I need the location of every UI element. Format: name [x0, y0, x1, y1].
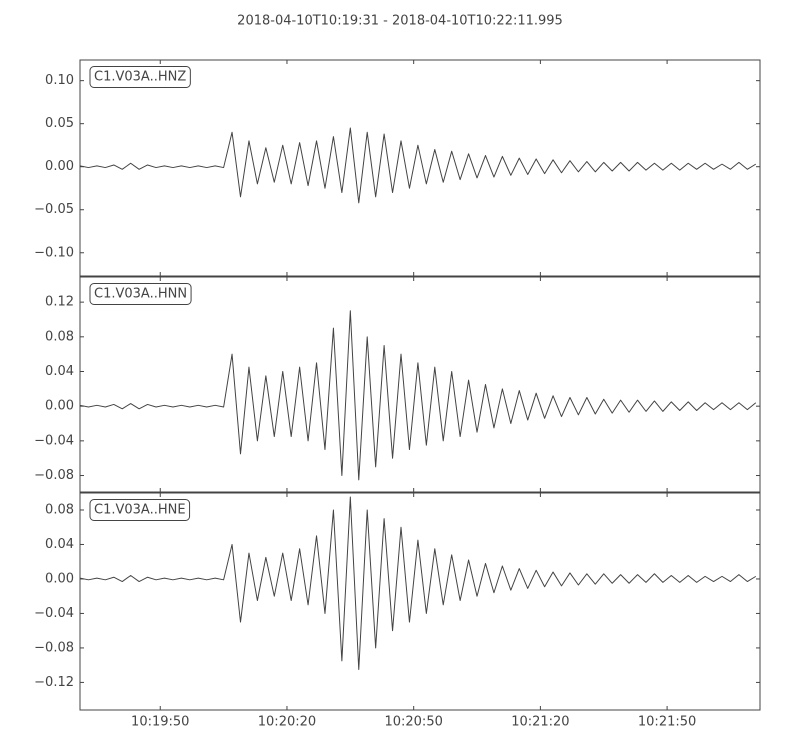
y-tick-label: −0.10	[34, 245, 74, 260]
y-tick-label: −0.12	[34, 675, 74, 690]
plot-frame	[79, 492, 761, 711]
y-tick-label: −0.04	[34, 606, 74, 621]
y-tick-label: −0.08	[34, 640, 74, 655]
y-tick-label: 0.00	[45, 571, 74, 586]
y-tick-label: −0.05	[34, 202, 74, 217]
trace-label-box	[89, 283, 192, 305]
trace-label-box	[89, 66, 191, 88]
y-tick-label: 0.08	[45, 502, 74, 517]
waveform	[79, 496, 757, 670]
x-tick-label: 10:19:50	[131, 715, 189, 730]
x-tick-label: 10:20:50	[384, 715, 442, 730]
chart-title: 2018-04-10T10:19:31 - 2018-04-10T10:22:1…	[237, 14, 563, 29]
x-tick-label: 10:20:20	[258, 715, 316, 730]
trace-label: C1.V03A..HNZ	[94, 70, 186, 85]
trace-label: C1.V03A..HNN	[94, 287, 187, 302]
y-tick-label: 0.05	[45, 116, 74, 131]
y-tick-label: 0.00	[45, 159, 74, 174]
y-tick-label: 0.04	[45, 537, 74, 552]
y-tick-label: 0.08	[45, 329, 74, 344]
y-tick-label: −0.08	[34, 468, 74, 483]
y-tick-label: 0.04	[45, 364, 74, 379]
x-tick-label: 10:21:20	[511, 715, 569, 730]
y-tick-label: −0.04	[34, 433, 74, 448]
y-tick-label: 0.10	[45, 73, 74, 88]
y-tick-label: 0.12	[45, 295, 74, 310]
waveform	[79, 310, 757, 481]
trace-label-box	[89, 499, 191, 521]
plot-frame	[79, 276, 761, 493]
plot-frame	[79, 59, 761, 277]
x-tick-label: 10:21:50	[638, 715, 696, 730]
trace-label: C1.V03A..HNE	[94, 503, 186, 518]
y-tick-label: 0.00	[45, 399, 74, 414]
waveform	[79, 127, 757, 204]
